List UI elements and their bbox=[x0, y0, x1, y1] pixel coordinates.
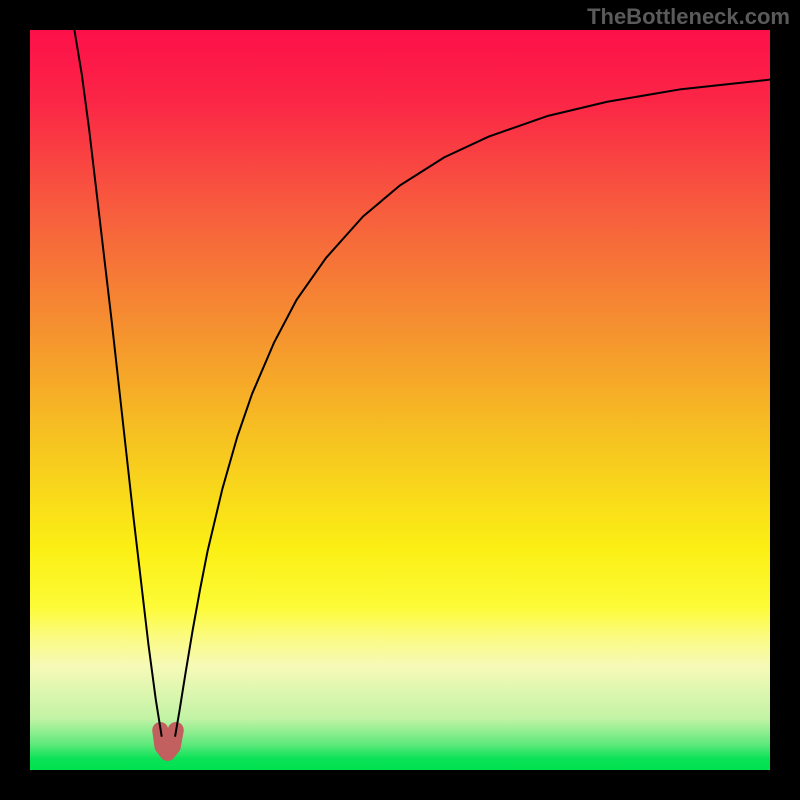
chart-container: TheBottleneck.com bbox=[0, 0, 800, 800]
plot-background bbox=[30, 30, 770, 770]
watermark-text: TheBottleneck.com bbox=[587, 4, 790, 30]
bottleneck-chart bbox=[0, 0, 800, 800]
optimal-region-marker bbox=[160, 730, 176, 753]
